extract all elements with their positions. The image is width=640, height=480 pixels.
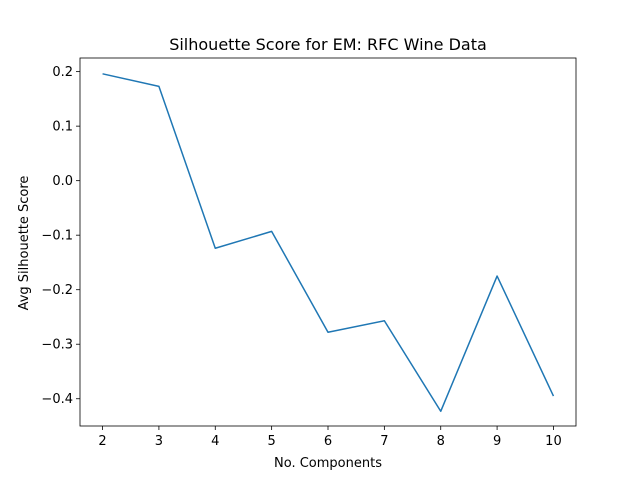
y-tick-label-3: −0.1 [41, 229, 73, 244]
x-tick-label-9: 9 [493, 434, 501, 449]
y-tick-label-1: 0.1 [52, 120, 73, 135]
y-tick-label-0: 0.2 [52, 65, 73, 80]
y-axis-title: Avg Silhouette Score [17, 176, 32, 311]
x-tick-label-10: 10 [545, 434, 562, 449]
chart-title: Silhouette Score for EM: RFC Wine Data [169, 35, 487, 54]
x-tick-label-4: 4 [211, 434, 219, 449]
y-tick-label-5: −0.3 [41, 338, 73, 353]
x-tick-label-7: 7 [380, 434, 388, 449]
y-tick-label-6: −0.4 [41, 392, 73, 407]
x-tick-label-8: 8 [437, 434, 445, 449]
series-line-0 [102, 73, 555, 413]
x-tick-label-6: 6 [324, 434, 332, 449]
x-tick-label-5: 5 [267, 434, 275, 449]
x-axis-title: No. Components [274, 456, 382, 471]
plot-area: 2 3 4 5 6 7 8 9 10 0.2 0.1 0.0 −0.1 −0.2 −0.3 −0.4 [41, 57, 577, 449]
y-tick-label-2: 0.0 [52, 174, 73, 189]
x-tick-label-3: 3 [155, 434, 163, 449]
x-tick-label-2: 2 [98, 434, 106, 449]
y-tick-label-4: −0.2 [41, 283, 73, 298]
